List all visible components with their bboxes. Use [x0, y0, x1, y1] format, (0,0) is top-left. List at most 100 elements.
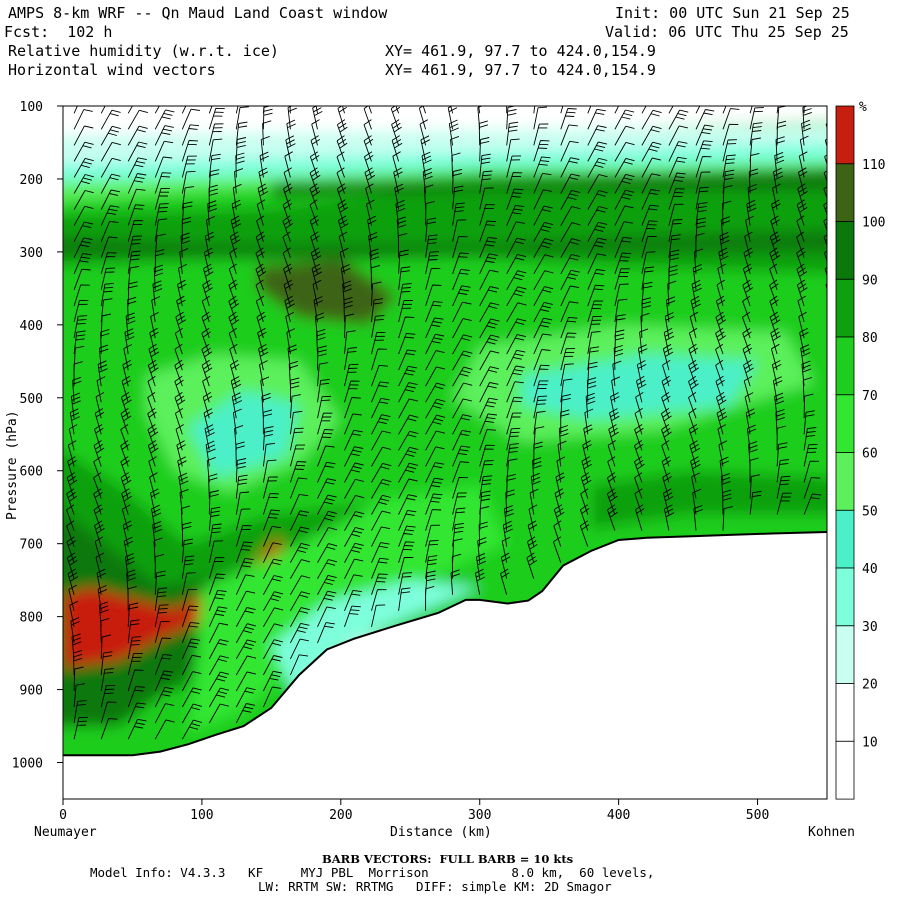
wind-barb	[552, 536, 562, 563]
wind-barb	[73, 237, 93, 258]
wind-barb	[587, 106, 606, 114]
wind-barb	[201, 327, 211, 355]
wind-barb	[96, 568, 106, 595]
wind-barb	[506, 204, 525, 226]
wind-barb	[263, 607, 284, 628]
wind-barb	[614, 173, 635, 194]
wind-barb	[127, 204, 145, 226]
wind-barb	[479, 137, 490, 162]
wind-barb	[309, 151, 320, 178]
wind-barb	[181, 538, 193, 563]
wind-barb	[181, 124, 200, 146]
wind-barb	[560, 332, 577, 355]
wind-barb	[506, 286, 527, 307]
wind-barb	[747, 184, 757, 210]
wind-barb	[208, 123, 224, 146]
colorbar-label: 30	[862, 620, 878, 635]
wind-barb	[506, 443, 519, 467]
wind-barb	[451, 152, 461, 178]
colorbar-label: 50	[862, 504, 878, 519]
wind-barb	[366, 199, 375, 226]
wind-barb	[662, 343, 674, 371]
wind-barb	[371, 557, 389, 579]
wind-barb	[336, 151, 345, 178]
wind-barb	[174, 359, 184, 387]
wind-barb	[262, 120, 272, 146]
wind-barb	[371, 348, 387, 371]
wind-barb	[770, 327, 781, 355]
wind-barb	[452, 538, 463, 563]
wind-barb	[127, 235, 143, 258]
wind-barb	[371, 414, 391, 435]
wind-barb	[100, 651, 113, 676]
wind-barb	[127, 602, 139, 627]
wind-barb	[235, 474, 248, 499]
wind-barb	[587, 221, 608, 242]
wind-barb	[127, 636, 142, 659]
wind-barb	[179, 248, 189, 274]
wind-barb	[181, 719, 203, 740]
wind-barb	[692, 264, 703, 290]
wind-barb	[665, 296, 676, 322]
wind-barb	[533, 380, 549, 403]
wind-barb	[235, 655, 257, 676]
wind-barb	[743, 359, 754, 387]
wind-barb	[286, 328, 296, 355]
wind-barb	[235, 508, 251, 531]
wind-barb	[506, 188, 524, 210]
wind-barb	[530, 472, 541, 499]
wind-barb	[749, 107, 764, 130]
wind-barb	[344, 511, 365, 531]
wind-barb	[533, 317, 553, 339]
wind-barb	[606, 488, 618, 515]
wind-barb	[289, 461, 307, 483]
wind-barb	[344, 605, 361, 627]
wind-barb	[228, 311, 240, 339]
wind-barb	[154, 140, 174, 162]
wind-barb	[718, 440, 728, 467]
wind-barb	[66, 536, 76, 563]
wind-barb	[506, 334, 526, 355]
wind-barb	[337, 106, 347, 130]
wind-barb	[100, 109, 121, 130]
wind-barb	[506, 221, 526, 242]
wind-barb	[826, 106, 827, 130]
wind-barb	[208, 557, 225, 579]
wind-barb	[716, 408, 728, 435]
wind-barb	[208, 573, 226, 595]
wind-barb	[614, 221, 633, 242]
wind-barb	[801, 360, 812, 387]
wind-barb	[153, 264, 164, 290]
wind-barb	[689, 311, 699, 339]
wind-barb	[452, 318, 472, 339]
wind-barb	[690, 295, 701, 323]
wind-barb	[613, 345, 624, 371]
wind-barb	[317, 622, 335, 644]
wind-barb	[235, 557, 254, 579]
wind-barb	[208, 506, 221, 531]
wind-barb	[371, 494, 392, 515]
wind-barb	[772, 376, 783, 403]
wind-barb	[688, 343, 698, 371]
wind-barb	[641, 204, 659, 226]
wind-barb	[309, 199, 318, 226]
wind-barb	[208, 184, 218, 210]
xy-range-1: XY= 461.9, 97.7 to 424.0,154.9	[385, 42, 656, 60]
y-tick-label: 100	[20, 100, 43, 115]
wind-barb	[371, 381, 390, 403]
rh-region-mid-50	[521, 354, 758, 420]
wind-barb	[479, 429, 496, 451]
wind-barb	[776, 120, 787, 146]
wind-barb	[371, 589, 387, 611]
wind-barb	[720, 216, 731, 242]
wind-barb	[506, 473, 517, 499]
wind-barb	[344, 380, 360, 403]
wind-barb	[532, 457, 542, 483]
wind-barb	[174, 343, 183, 371]
wind-barb	[344, 347, 358, 371]
barb-legend: BARB VECTORS: FULL BARB = 10 kts	[322, 852, 574, 866]
wind-barb	[255, 279, 264, 307]
wind-barb	[560, 348, 576, 371]
wind-barb	[234, 168, 244, 194]
wind-barb	[290, 526, 310, 547]
